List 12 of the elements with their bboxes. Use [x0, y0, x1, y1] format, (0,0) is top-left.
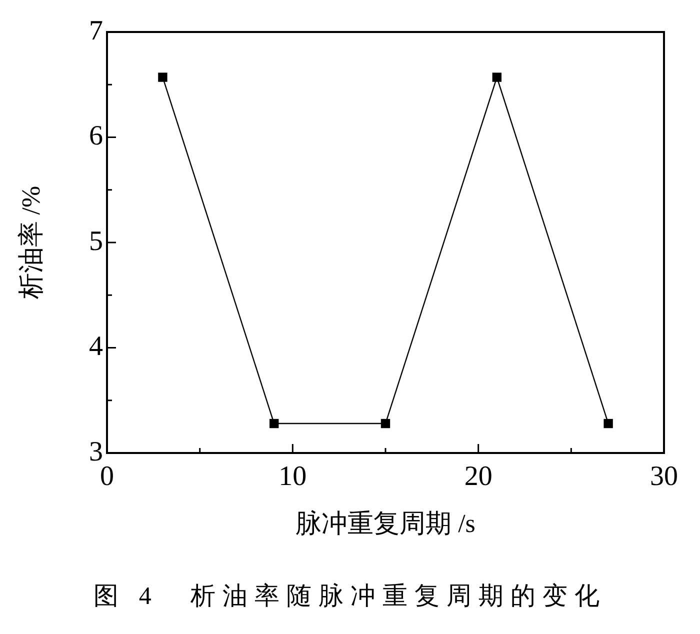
y-tick-label: 4 [89, 331, 103, 362]
x-tick-label: 20 [464, 461, 492, 492]
x-tick-label: 0 [100, 461, 114, 492]
caption: 图 4 析油率随脉冲重复周期的变化 [92, 582, 608, 612]
y-tick-label: 3 [89, 436, 103, 468]
y-tick-label: 6 [89, 120, 103, 152]
y-tick-label: 5 [89, 226, 103, 257]
x-tick-label: 30 [650, 461, 678, 492]
y-axis-title: 析油率 /% [16, 186, 46, 300]
x-axis-title: 脉冲重复周期 /s [296, 509, 476, 538]
y-tick-label: 7 [89, 15, 103, 46]
x-tick-label: 10 [278, 461, 307, 492]
